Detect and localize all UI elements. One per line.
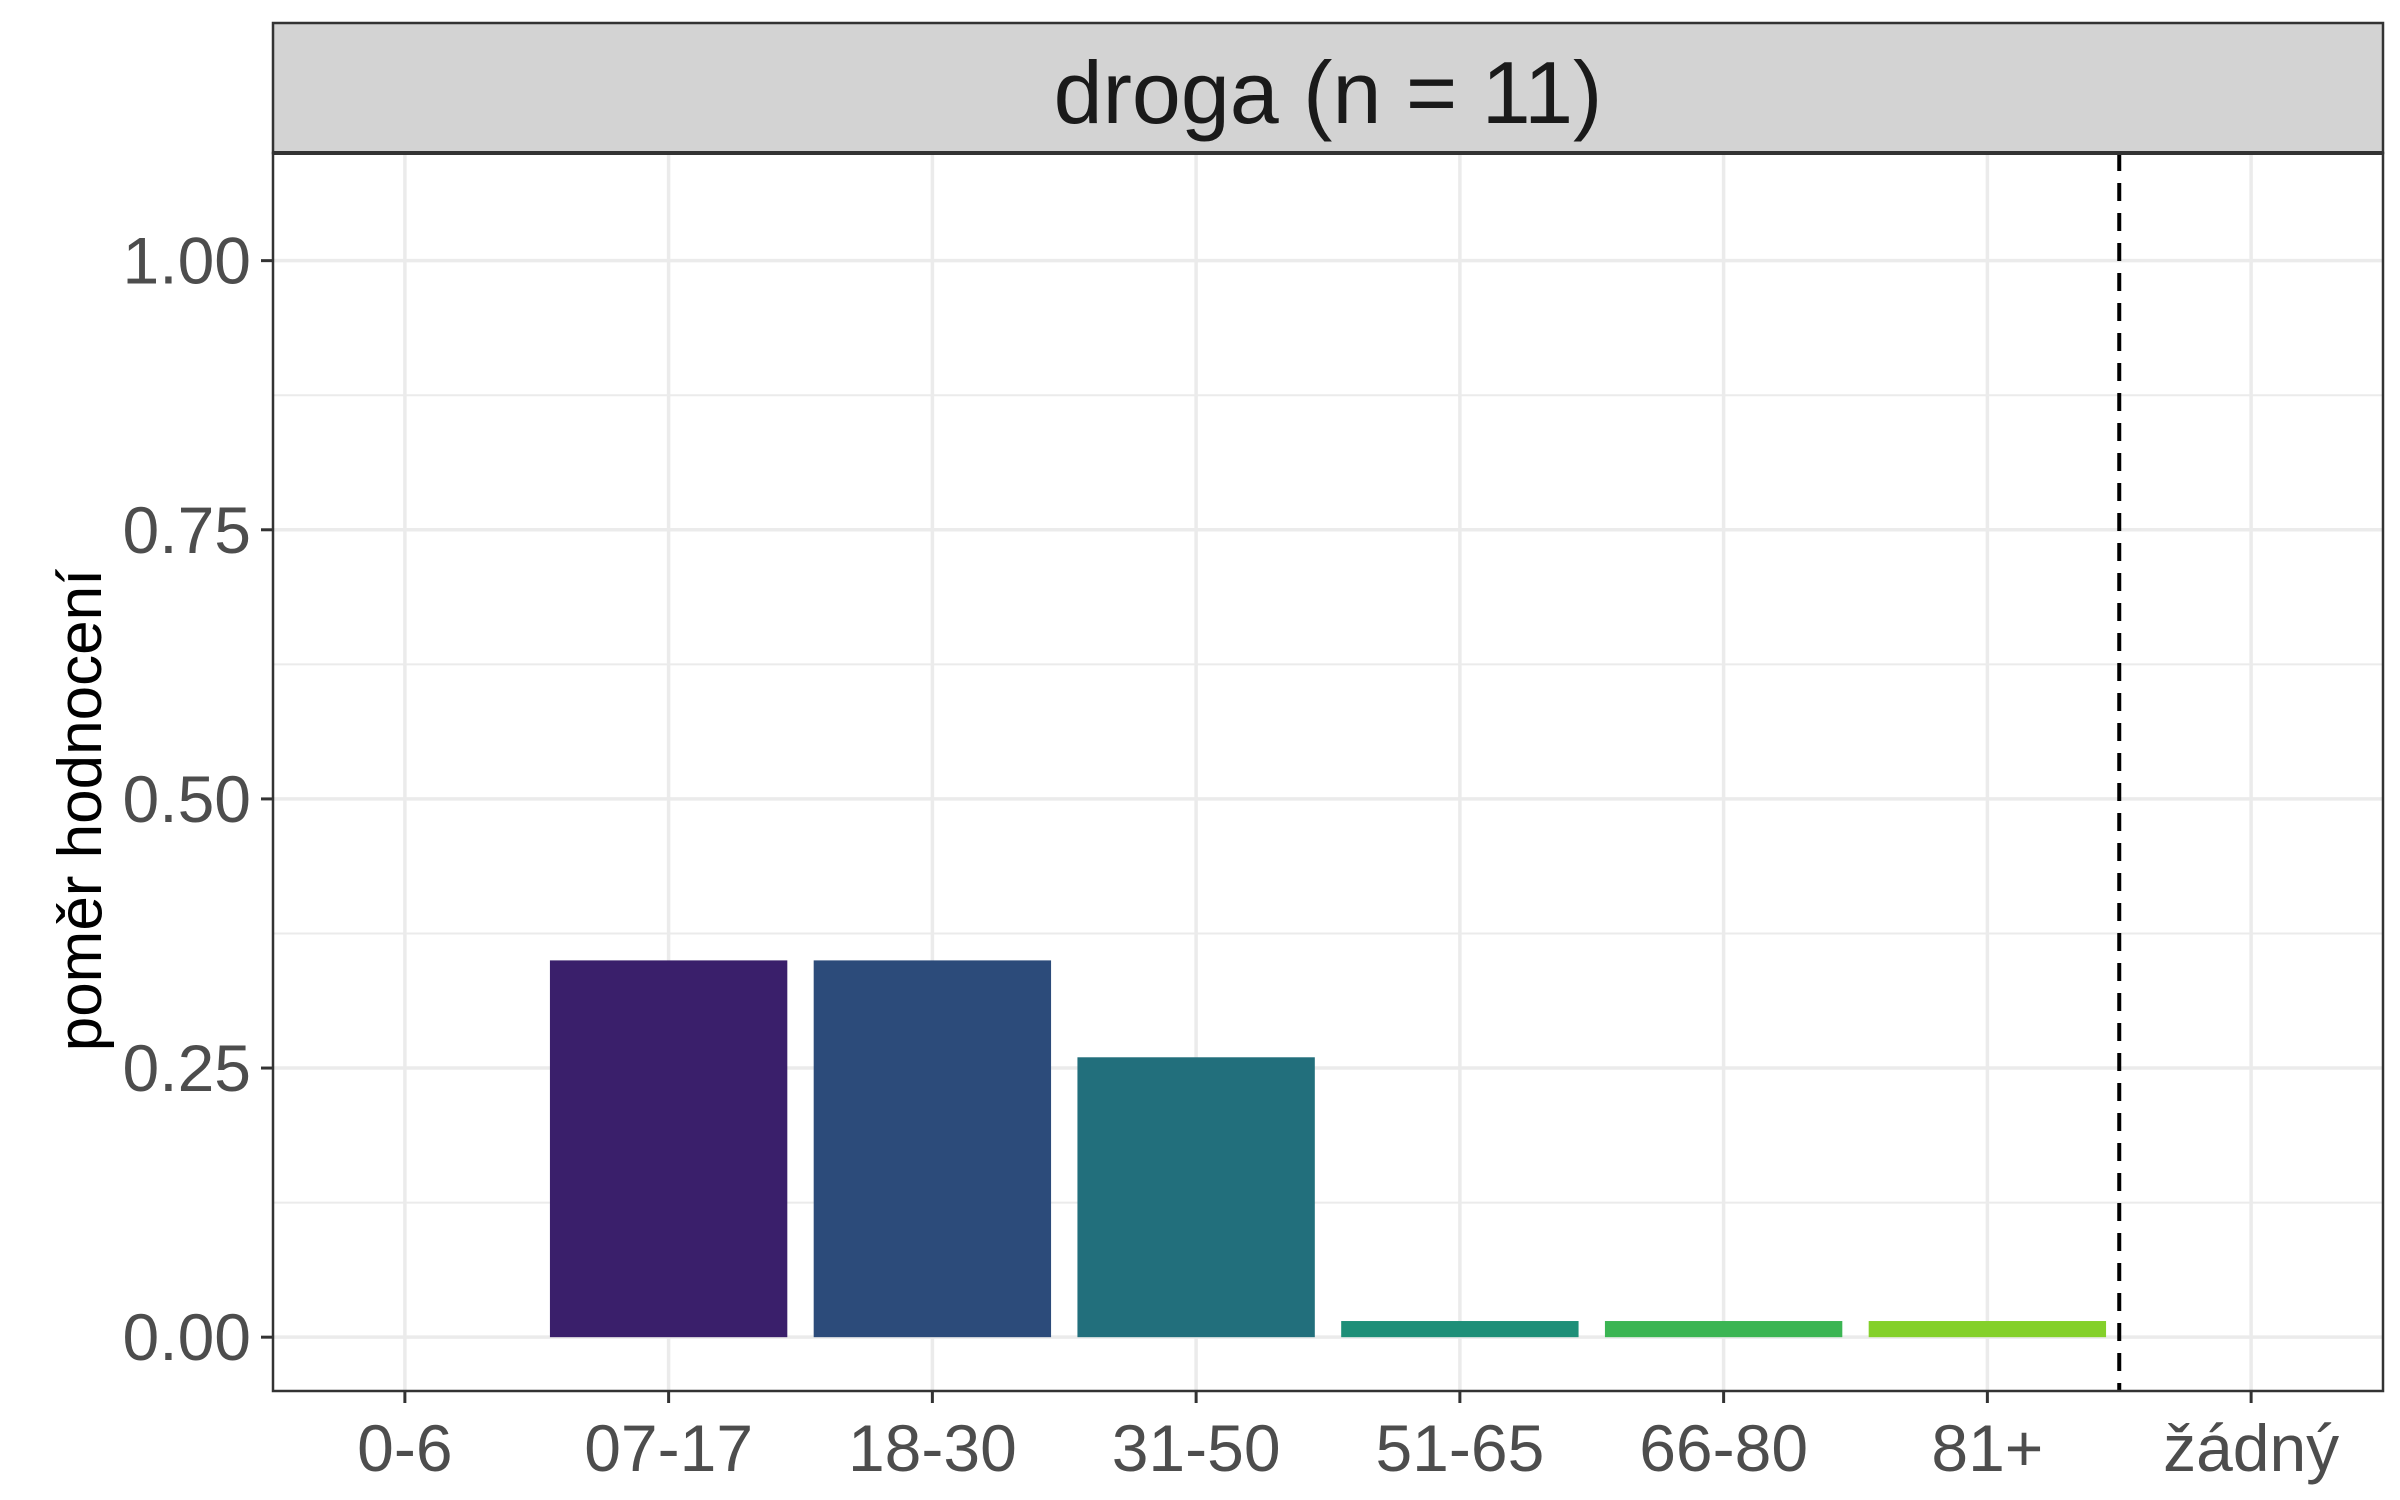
y-tick-label: 0.50 [123,762,251,836]
bar-51-65 [1341,1321,1579,1338]
bar-81+ [1868,1321,2107,1338]
x-tick-label: 51-65 [1375,1411,1544,1485]
x-tick-label: 81+ [1931,1411,2043,1485]
bar-66-80 [1604,1321,1843,1338]
x-tick-label: žádný [2163,1411,2339,1485]
bar-31-50 [1077,1057,1315,1338]
x-tick-label: 07-17 [584,1411,753,1485]
bar-07-17 [549,960,788,1338]
y-tick-label: 0.25 [123,1031,251,1105]
y-tick-label: 0.00 [123,1300,251,1374]
y-tick-label: 0.75 [123,493,251,567]
x-tick-label: 18-30 [848,1411,1017,1485]
x-tick-label: 66-80 [1639,1411,1808,1485]
bars [549,960,2107,1338]
bar-18-30 [813,960,1052,1338]
y-axis-title: poměr hodnocení [46,569,115,1052]
facet-strip [271,21,2385,155]
facet-label: droga (n = 11) [1054,43,1603,142]
x-axis-ticks: 0-6 07-17 18-30 31-50 51-65 66-80 81+ žádný [357,1391,2339,1485]
y-axis-ticks: 0.00 0.25 0.50 0.75 1.00 [123,224,273,1374]
x-tick-label: 31-50 [1112,1411,1281,1485]
x-tick-label: 0-6 [357,1411,452,1485]
y-tick-label: 1.00 [123,224,251,298]
